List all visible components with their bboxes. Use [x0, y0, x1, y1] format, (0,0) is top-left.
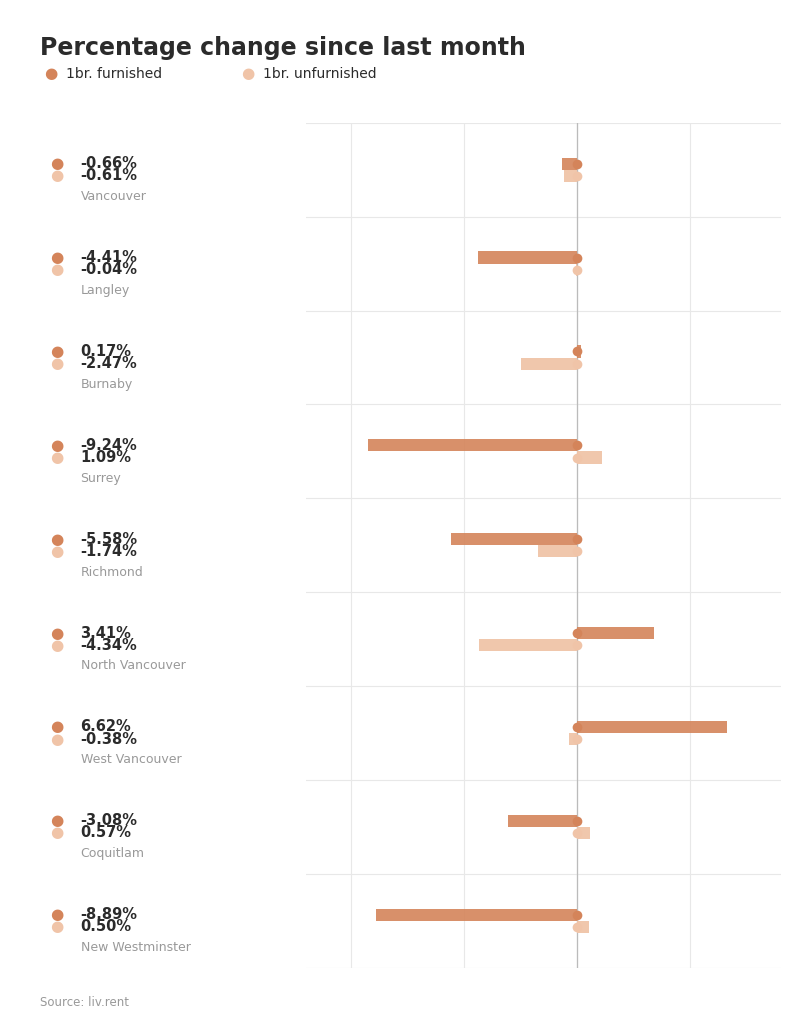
Text: Vancouver: Vancouver	[80, 190, 147, 203]
Text: West Vancouver: West Vancouver	[80, 754, 181, 766]
Text: -0.04%: -0.04%	[80, 262, 138, 278]
Text: ●: ●	[50, 731, 63, 746]
Text: Percentage change since last month: Percentage change since last month	[40, 36, 526, 59]
Text: ●: ●	[50, 356, 63, 371]
Bar	[568, 733, 577, 745]
Bar	[577, 827, 590, 839]
Text: ●: ●	[242, 67, 254, 81]
Text: Burnaby: Burnaby	[80, 378, 133, 391]
Text: ●: ●	[50, 531, 63, 547]
Bar	[563, 158, 577, 170]
Text: ●: ●	[50, 250, 63, 265]
Text: -2.47%: -2.47%	[80, 356, 137, 371]
Text: 1br. furnished: 1br. furnished	[66, 67, 162, 81]
Text: ●: ●	[44, 67, 57, 81]
Text: 0.57%: 0.57%	[80, 825, 131, 841]
Text: Richmond: Richmond	[80, 565, 143, 579]
Bar	[369, 439, 577, 452]
Bar	[479, 639, 577, 651]
Text: ●: ●	[50, 920, 63, 934]
Text: ●: ●	[50, 438, 63, 453]
Text: ●: ●	[50, 813, 63, 828]
Text: New Westminster: New Westminster	[80, 941, 190, 954]
Text: ●: ●	[50, 344, 63, 359]
Text: ●: ●	[50, 168, 63, 183]
Bar	[577, 627, 654, 639]
Text: -9.24%: -9.24%	[80, 438, 137, 453]
Text: ●: ●	[50, 907, 63, 923]
Bar	[538, 545, 577, 557]
Text: Surrey: Surrey	[80, 472, 122, 484]
Text: -5.58%: -5.58%	[80, 531, 138, 547]
Text: -0.38%: -0.38%	[80, 731, 138, 746]
Bar	[564, 170, 577, 182]
Text: -8.89%: -8.89%	[80, 907, 138, 923]
Bar	[576, 264, 577, 275]
Text: 3.41%: 3.41%	[80, 626, 131, 641]
Text: 0.50%: 0.50%	[80, 920, 132, 934]
Text: 6.62%: 6.62%	[80, 720, 131, 734]
Text: -1.74%: -1.74%	[80, 544, 138, 559]
Text: Langley: Langley	[80, 284, 130, 297]
Bar	[522, 357, 577, 370]
Bar	[577, 921, 588, 933]
Text: 0.17%: 0.17%	[80, 344, 131, 359]
Text: North Vancouver: North Vancouver	[80, 659, 185, 673]
Bar	[577, 721, 727, 733]
Text: 1.09%: 1.09%	[80, 450, 131, 465]
Text: ●: ●	[50, 157, 63, 171]
Bar	[577, 345, 581, 357]
Text: -3.08%: -3.08%	[80, 813, 138, 828]
Text: -4.41%: -4.41%	[80, 250, 138, 265]
Text: -0.61%: -0.61%	[80, 168, 138, 183]
Bar	[508, 815, 577, 827]
Text: ●: ●	[50, 720, 63, 734]
Text: 1br. unfurnished: 1br. unfurnished	[263, 67, 377, 81]
Bar	[376, 908, 577, 921]
Text: -0.66%: -0.66%	[80, 157, 138, 171]
Text: ●: ●	[50, 626, 63, 641]
Text: Source: liv.rent: Source: liv.rent	[40, 995, 130, 1009]
Text: ●: ●	[50, 638, 63, 652]
Bar	[577, 452, 602, 464]
Text: ●: ●	[50, 262, 63, 278]
Text: ●: ●	[50, 825, 63, 841]
Text: ●: ●	[50, 450, 63, 465]
Text: Coquitlam: Coquitlam	[80, 847, 145, 860]
Text: -4.34%: -4.34%	[80, 638, 137, 652]
Bar	[477, 252, 577, 264]
Bar	[451, 534, 577, 545]
Text: ●: ●	[50, 544, 63, 559]
